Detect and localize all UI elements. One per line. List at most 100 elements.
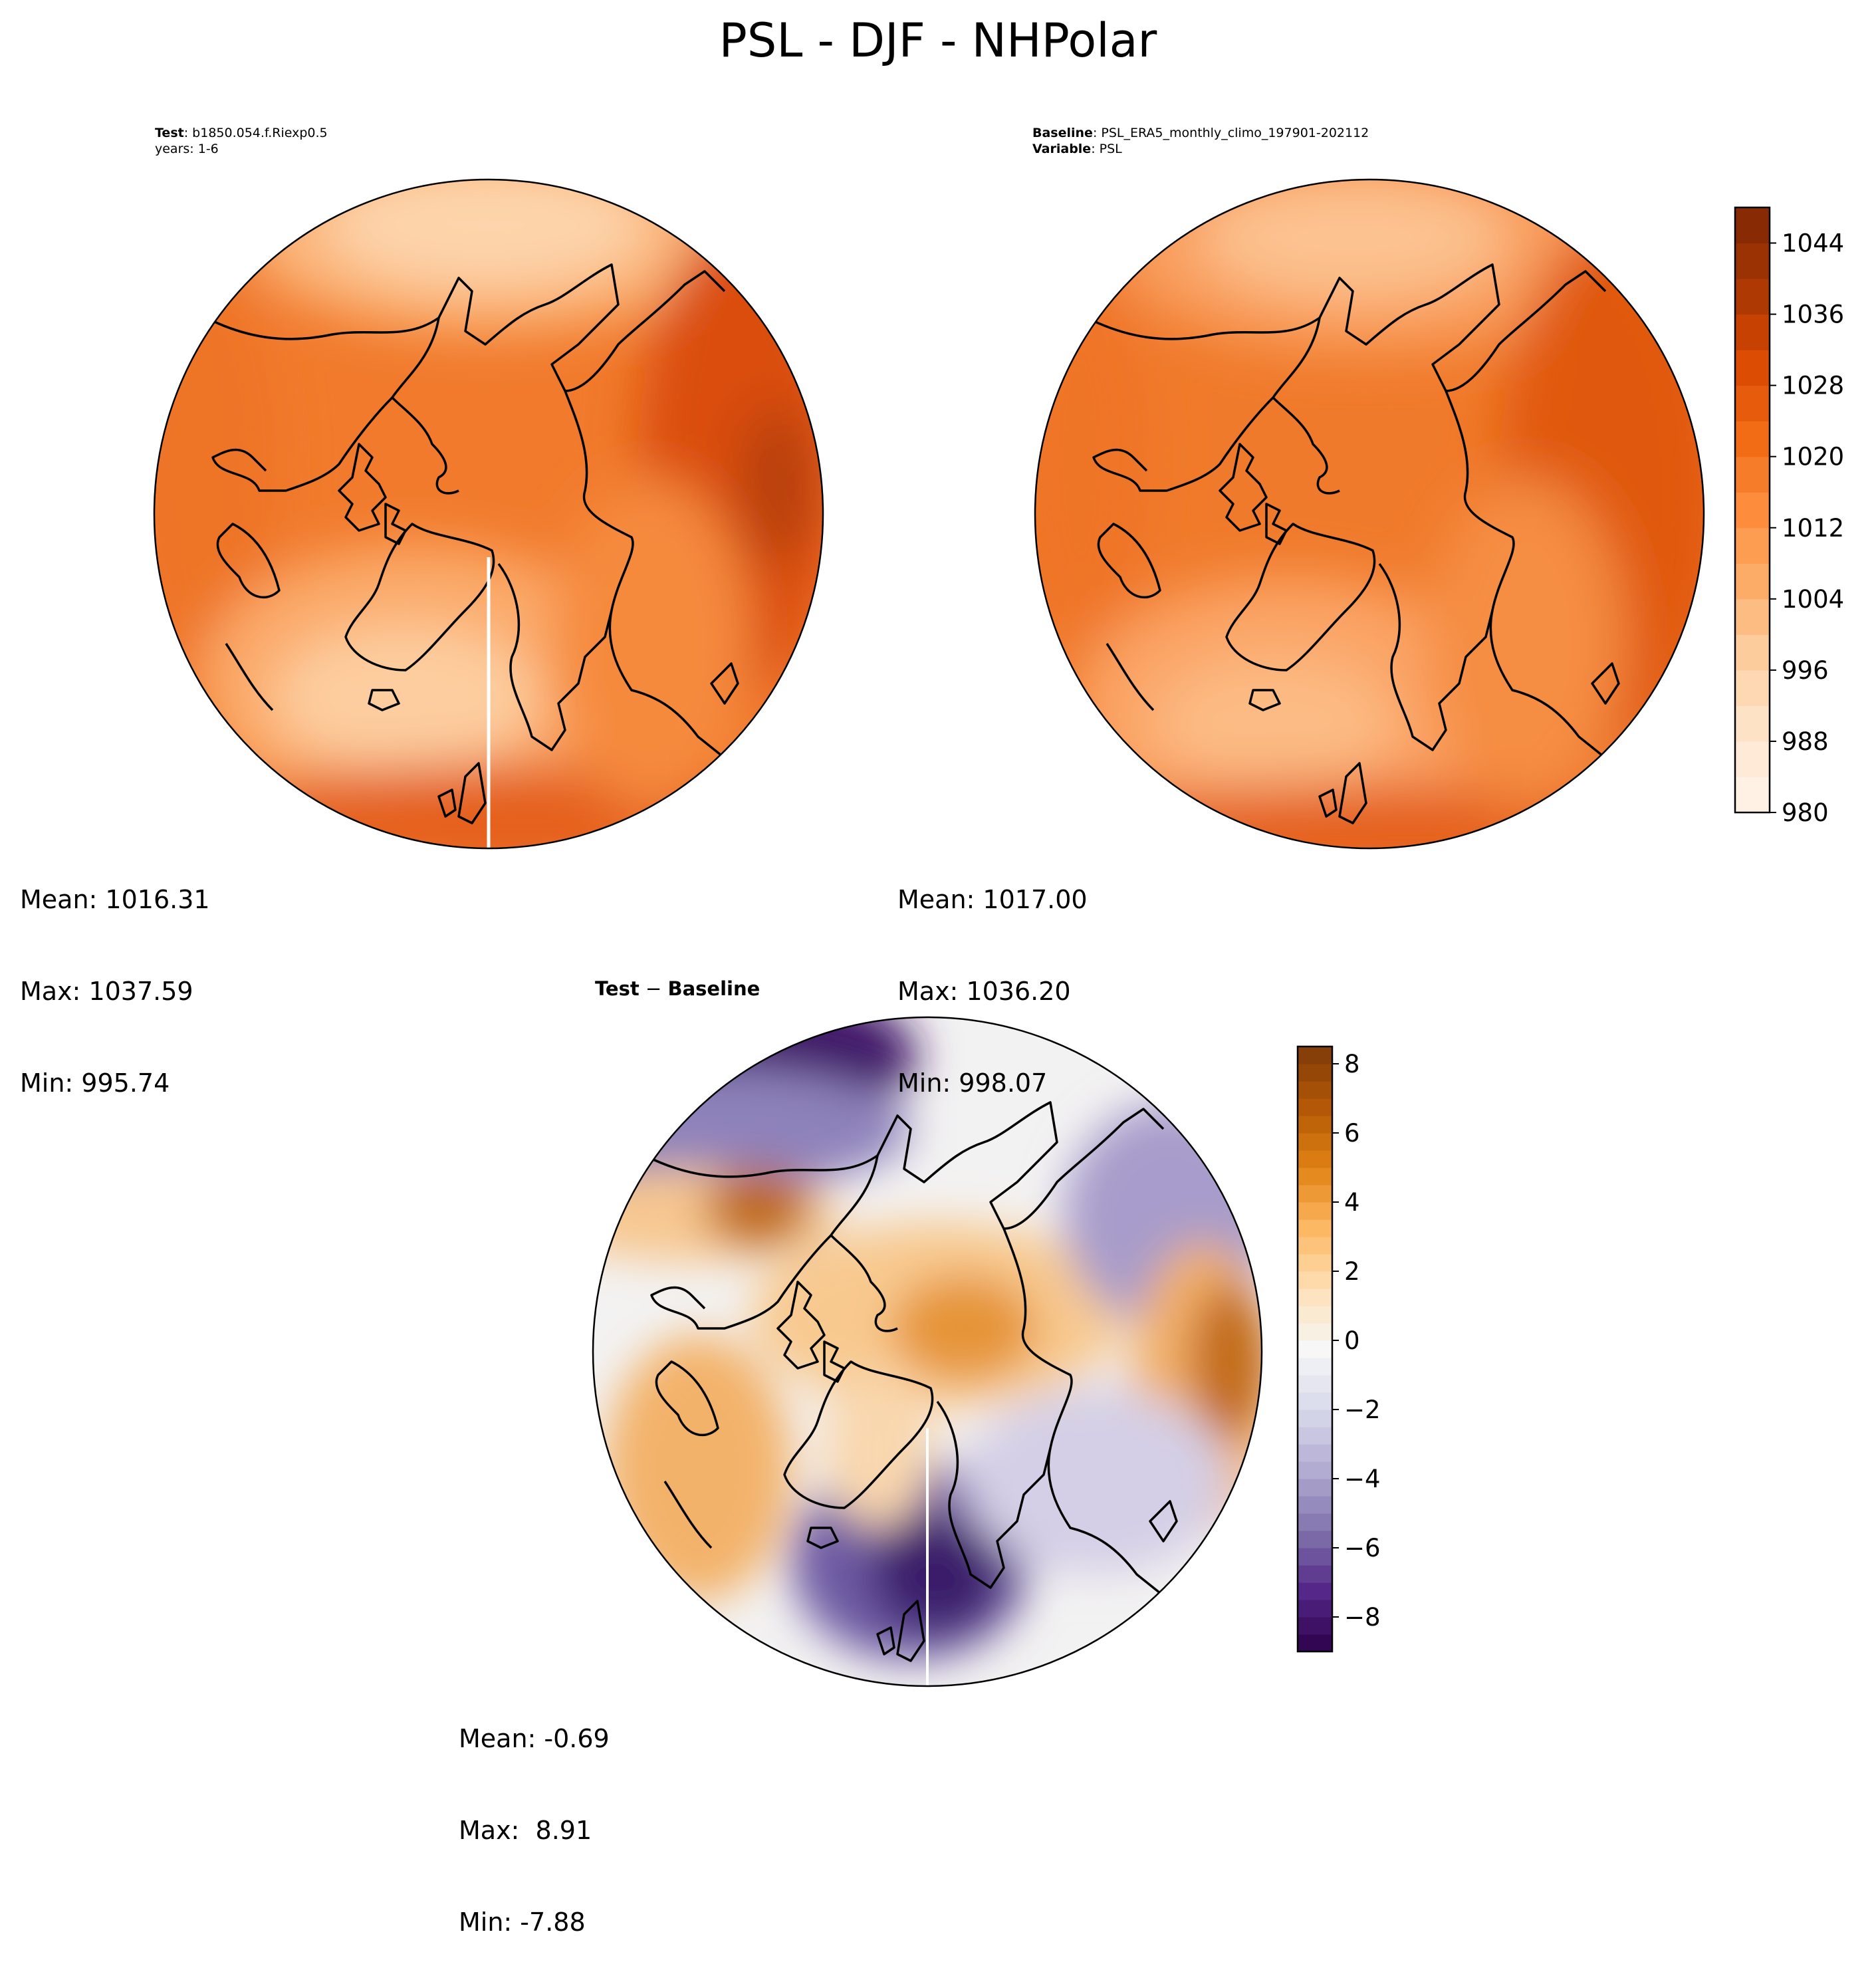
diff-min: Min: -7.88 — [459, 1907, 586, 1937]
colorbar-band — [1735, 385, 1770, 422]
colorbar-band — [1298, 1064, 1332, 1082]
colorbar-frame — [1296, 1045, 1334, 1653]
colorbar-band — [1298, 1219, 1332, 1237]
colorbar-band — [1298, 1479, 1332, 1497]
colorbar-band — [1735, 563, 1770, 600]
colorbar-tick-label: −2 — [1344, 1396, 1381, 1424]
colorbar-band — [1298, 1116, 1332, 1134]
colorbar-tick-label: 1036 — [1782, 301, 1844, 329]
colorbar-tick-label: 1004 — [1782, 585, 1844, 614]
colorbar-tick-label: −8 — [1344, 1603, 1381, 1632]
baseline-stats: Mean: 1017.00 Max: 1036.20 Min: 998.07 — [897, 823, 1088, 1129]
test-mean: Mean: 1016.31 — [20, 885, 210, 914]
diff-mean: Mean: -0.69 — [459, 1724, 610, 1753]
colorbar-band — [1298, 1582, 1332, 1600]
colorbar-tick-label: 1020 — [1782, 443, 1844, 471]
colorbar-band — [1298, 1185, 1332, 1203]
colorbar-band — [1298, 1461, 1332, 1479]
test-stats: Mean: 1016.31 Max: 1037.59 Min: 995.74 — [20, 823, 210, 1129]
baseline-min: Min: 998.07 — [897, 1068, 1048, 1098]
colorbar-band — [1298, 1565, 1332, 1583]
colorbar-tick-label: 1044 — [1782, 229, 1844, 258]
colorbar-band — [1298, 1081, 1332, 1099]
test-label-value: b1850.054.f.Riexp0.5 — [192, 126, 328, 140]
colorbar-tick-label: 4 — [1344, 1188, 1360, 1217]
colorbar-band — [1298, 1340, 1332, 1358]
colorbar-band — [1735, 207, 1770, 244]
colorbar-band — [1298, 1168, 1332, 1185]
baseline-mean: Mean: 1017.00 — [897, 885, 1088, 914]
colorbar-band — [1735, 421, 1770, 457]
colorbar-band — [1735, 279, 1770, 315]
colorbar-main: 1044 1036 1028 1020 1012 1004 996 988 980 — [1734, 206, 1844, 827]
colorbar-band — [1298, 1237, 1332, 1255]
diff-label-test: Test — [595, 977, 640, 1000]
colorbar-tick-label: 1028 — [1782, 372, 1844, 400]
colorbar-band — [1298, 1496, 1332, 1514]
colorbar-tick-label: 988 — [1782, 727, 1829, 756]
colorbar-band — [1298, 1531, 1332, 1548]
colorbar-band — [1298, 1427, 1332, 1445]
colorbar-tick-label: 2 — [1344, 1257, 1360, 1286]
colorbar-band — [1298, 1617, 1332, 1635]
colorbar-band — [1735, 741, 1770, 778]
difference-map — [592, 1016, 1263, 1687]
figure-title: PSL - DJF - NHPolar — [719, 13, 1157, 68]
colorbar-band — [1298, 1323, 1332, 1341]
colorbar-tick-label: 0 — [1344, 1326, 1360, 1355]
colorbar-tick-label: 6 — [1344, 1119, 1360, 1148]
colorbar-band — [1735, 705, 1770, 742]
test-label-key: Test — [155, 126, 184, 140]
baseline-panel-header: Baseline: PSL_ERA5_monthly_climo_197901-… — [1032, 126, 1369, 156]
colorbar-frame — [1734, 206, 1771, 814]
colorbar-band — [1298, 1410, 1332, 1427]
colorbar-band — [1298, 1358, 1332, 1376]
diff-label-sep: − — [639, 977, 668, 1000]
colorbar-tick-label: 1012 — [1782, 514, 1844, 543]
colorbar-tick-label: −6 — [1344, 1534, 1381, 1562]
colorbar-tick-label: 8 — [1344, 1050, 1360, 1078]
colorbar-diff: 8 6 4 2 0 −2 −4 −6 −8 — [1296, 1045, 1381, 1653]
baseline-map — [1034, 178, 1705, 850]
colorbar-band — [1298, 1271, 1332, 1289]
diff-max: Max: 8.91 — [459, 1816, 592, 1845]
colorbar-band — [1298, 1600, 1332, 1618]
test-years: years: 1-6 — [155, 142, 219, 156]
colorbar-band — [1298, 1634, 1332, 1652]
test-min: Min: 995.74 — [20, 1068, 170, 1098]
colorbar-band — [1298, 1254, 1332, 1272]
colorbar-band — [1298, 1548, 1332, 1566]
colorbar-tick-label: 980 — [1782, 799, 1829, 827]
colorbar-band — [1298, 1375, 1332, 1393]
colorbar-band — [1298, 1202, 1332, 1220]
colorbar-band — [1735, 350, 1770, 386]
colorbar-band — [1298, 1444, 1332, 1462]
colorbar-band — [1298, 1133, 1332, 1151]
colorbar-tick-label: −4 — [1344, 1465, 1381, 1493]
colorbar-band — [1735, 456, 1770, 493]
colorbar-band — [1298, 1098, 1332, 1116]
colorbar-band — [1298, 1046, 1332, 1064]
colorbar-band — [1735, 492, 1770, 529]
colorbar-band — [1735, 777, 1770, 813]
test-panel-header: Test: b1850.054.f.Riexp0.5 years: 1-6 — [155, 126, 328, 156]
colorbar-band — [1298, 1150, 1332, 1168]
colorbar-band — [1298, 1392, 1332, 1410]
colorbar-band — [1298, 1513, 1332, 1531]
diff-label-baseline: Baseline — [667, 977, 761, 1000]
colorbar-band — [1735, 527, 1770, 564]
baseline-max: Max: 1036.20 — [897, 977, 1071, 1006]
colorbar-band — [1735, 243, 1770, 279]
baseline-variable-key: Variable — [1032, 142, 1092, 156]
test-map — [153, 178, 824, 850]
colorbar-band — [1298, 1306, 1332, 1324]
colorbar-band — [1735, 670, 1770, 707]
colorbar-band — [1735, 314, 1770, 350]
colorbar-band — [1298, 1289, 1332, 1306]
colorbar-tick-label: 996 — [1782, 656, 1829, 685]
test-max: Max: 1037.59 — [20, 977, 193, 1006]
colorbar-band — [1735, 634, 1770, 671]
difference-stats: Mean: -0.69 Max: 8.91 Min: -7.88 — [459, 1662, 610, 1968]
baseline-label-value: PSL_ERA5_monthly_climo_197901-202112 — [1101, 126, 1369, 140]
difference-panel-header: Test − Baseline — [595, 977, 760, 1000]
